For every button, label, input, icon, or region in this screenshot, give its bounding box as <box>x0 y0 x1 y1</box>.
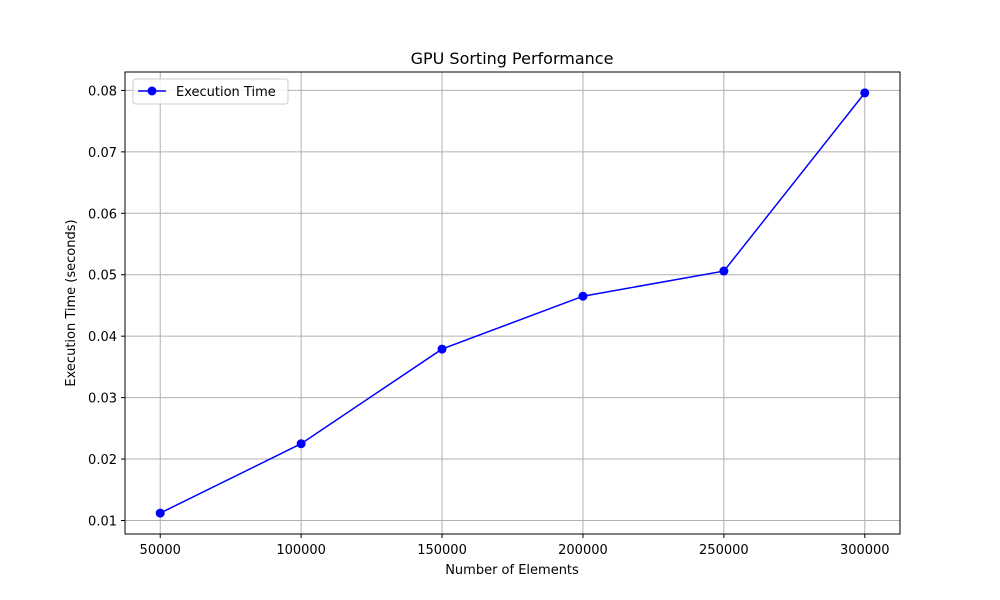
y-tick-label: 0.02 <box>88 453 117 468</box>
y-tick-label: 0.04 <box>88 330 117 345</box>
series-execution-time <box>155 88 870 518</box>
data-point <box>437 344 447 354</box>
data-point <box>860 88 870 98</box>
plot-frame <box>124 71 901 535</box>
x-tick-label: 300000 <box>840 543 890 558</box>
x-tick-label: 100000 <box>276 543 326 558</box>
series-line <box>159 92 866 514</box>
data-point <box>155 508 165 518</box>
data-point <box>578 291 588 301</box>
legend-box <box>132 78 289 105</box>
x-tick-label: 250000 <box>699 543 749 558</box>
y-tick-label: 0.03 <box>88 392 117 407</box>
y-tick-label: 0.06 <box>88 207 117 222</box>
x-axis-label: Number of Elements <box>445 563 579 578</box>
chart-title: GPU Sorting Performance <box>411 49 614 68</box>
x-tick-label: 150000 <box>417 543 467 558</box>
data-point <box>296 439 306 449</box>
y-axis-ticks: 0.01 0.02 0.03 0.04 0.05 0.06 0.07 0.08 <box>88 84 125 529</box>
legend-marker <box>147 86 157 96</box>
legend-label: Execution Time <box>176 85 276 100</box>
y-tick-label: 0.01 <box>88 514 117 529</box>
y-tick-label: 0.07 <box>88 146 117 161</box>
x-tick-label: 200000 <box>558 543 608 558</box>
grid <box>125 72 900 534</box>
x-axis-ticks: 50000 100000 150000 200000 250000 300000 <box>140 534 890 558</box>
x-tick-label: 50000 <box>140 543 181 558</box>
data-point <box>719 266 729 276</box>
y-axis-label: Execution Time (seconds) <box>64 219 79 386</box>
y-tick-label: 0.08 <box>88 84 117 99</box>
legend: Execution Time <box>132 78 289 105</box>
y-tick-label: 0.05 <box>88 269 117 284</box>
